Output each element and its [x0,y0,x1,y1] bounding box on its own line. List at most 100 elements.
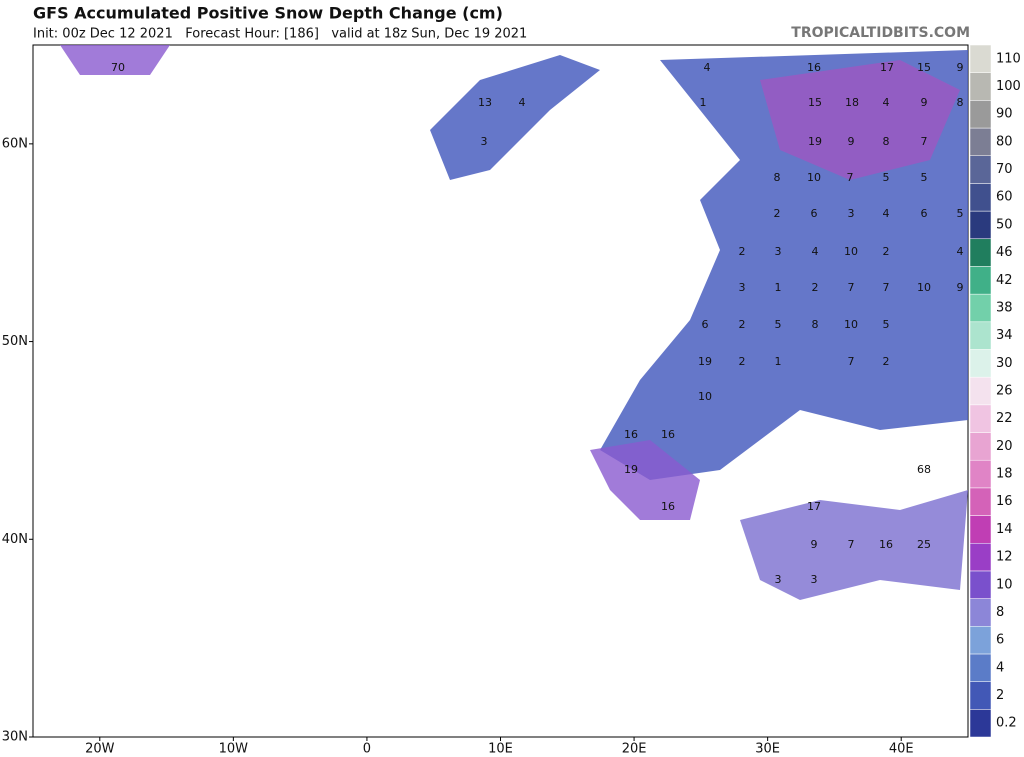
contour-label: 10 [844,245,858,258]
contour-label: 2 [739,355,746,368]
contour-label: 6 [702,318,709,331]
lon-label: 0 [363,742,371,757]
contour-label: 9 [957,281,964,294]
contour-label: 8 [812,318,819,331]
lon-label: 30E [755,742,780,757]
colorbar-label: 2 [996,688,1004,703]
contour-label: 15 [808,96,822,109]
colorbar-label: 20 [996,439,1013,454]
contour-label: 19 [698,355,712,368]
lat-label: 50N [2,334,28,349]
contour-label: 1 [700,96,707,109]
contour-label: 1 [775,281,782,294]
contour-label: 13 [478,96,492,109]
contour-label: 17 [807,500,821,513]
colorbar-label: 6 [996,633,1004,648]
colorbar-label: 14 [996,522,1013,537]
colorbar-label: 110 [996,51,1021,66]
title: GFS Accumulated Positive Snow Depth Chan… [33,4,503,23]
colorbar-swatch [969,321,992,350]
contour-label: 4 [704,61,711,74]
colorbar-label: 100 [996,79,1021,94]
snow-area [590,440,700,520]
colorbar-swatch [969,459,992,489]
contour-label: 9 [957,61,964,74]
contour-label: 25 [917,538,931,551]
contour-label: 7 [921,135,928,148]
contour-label: 4 [519,96,526,109]
contour-label: 3 [775,573,782,586]
colorbar-swatch [969,349,992,378]
lon-label: 40E [889,742,914,757]
contour-label: 10 [917,281,931,294]
colorbar-label: 8 [996,605,1004,620]
colorbar-swatch [969,626,992,655]
colorbar-swatch [969,681,992,710]
contour-label: 3 [481,135,488,148]
colorbar-label: 80 [996,134,1013,149]
contour-label: 68 [917,463,931,476]
contour-label: 16 [661,500,675,513]
colorbar-swatch [969,100,992,129]
colorbar-label: 12 [996,550,1013,565]
colorbar-label: 26 [996,384,1013,399]
contour-label: 10 [807,171,821,184]
contour-label: 16 [879,538,893,551]
contour-label: 16 [624,428,638,441]
contour-label: 8 [883,135,890,148]
lat-label: 30N [2,730,28,745]
contour-label: 9 [811,538,818,551]
contour-label: 2 [739,245,746,258]
contour-label: 9 [921,96,928,109]
contour-label: 3 [848,207,855,220]
colorbar-swatch [969,183,992,212]
contour-label: 5 [957,207,964,220]
contour-label: 19 [808,135,822,148]
colorbar-label: 60 [996,190,1013,205]
colorbar-label: 30 [996,356,1013,371]
contour-label: 8 [774,171,781,184]
colorbar-swatch [969,542,992,572]
colorbar-swatch [969,238,992,267]
colorbar-swatch [969,598,992,627]
colorbar-swatch [969,127,992,156]
colorbar-label: 4 [996,660,1004,675]
contour-label: 5 [921,171,928,184]
colorbar-label: 38 [996,300,1013,315]
contour-label: 2 [739,318,746,331]
contour-label: 5 [775,318,782,331]
lat-label: 40N [2,532,28,547]
lon-label: 20E [622,742,647,757]
contour-label: 16 [661,428,675,441]
colorbar-label: 90 [996,107,1013,122]
contour-label: 3 [739,281,746,294]
subtitle: Init: 00z Dec 12 2021 Forecast Hour: [18… [33,27,527,42]
lon-label: 10W [219,742,249,757]
contour-label: 5 [883,171,890,184]
contour-label: 2 [812,281,819,294]
colorbar-swatch [969,72,992,101]
colorbar-swatch [969,515,992,544]
contour-label: 3 [811,573,818,586]
contour-label: 10 [844,318,858,331]
contour-label: 8 [957,96,964,109]
colorbar-swatch [969,266,992,295]
colorbar-label: 10 [996,577,1013,592]
contour-label: 16 [807,61,821,74]
contour-label: 7 [847,171,854,184]
contour-label: 6 [921,207,928,220]
colorbar-swatch [969,653,992,682]
colorbar-label: 50 [996,217,1013,232]
contour-label: 7 [848,538,855,551]
contour-label: 6 [811,207,818,220]
contour-label: 4 [883,96,890,109]
colorbar-swatch [969,404,992,433]
colorbar-swatch [969,487,992,516]
map [32,44,969,738]
colorbar-label: 70 [996,162,1013,177]
snow-area [60,45,170,75]
contour-label: 15 [917,61,931,74]
colorbar-label: 42 [996,273,1013,288]
contour-label: 3 [775,245,782,258]
